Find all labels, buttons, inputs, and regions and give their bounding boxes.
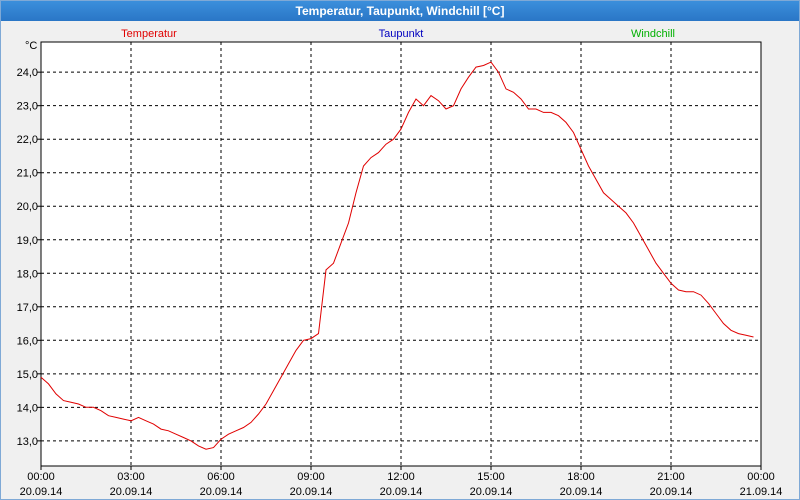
x-tick-date: 20.09.14 [380, 486, 423, 498]
legend-item: Windchill [631, 28, 675, 40]
y-tick-label: 14,0 [17, 402, 38, 414]
series-group [40, 61, 754, 450]
y-tick-label: 23,0 [17, 101, 38, 113]
x-tick-date: 20.09.14 [650, 486, 693, 498]
y-tick-label: 17,0 [17, 302, 38, 314]
legend: Temperatur Taupunkt Windchill [121, 28, 675, 40]
grid [41, 42, 761, 466]
y-tick-label: 21,0 [17, 168, 38, 180]
x-tick-time: 09:00 [297, 471, 325, 483]
x-tick-date: 21.09.14 [740, 486, 783, 498]
x-tick-time: 03:00 [117, 471, 145, 483]
x-tick-time: 21:00 [657, 471, 685, 483]
x-tick-date: 20.09.14 [560, 486, 603, 498]
y-tick-label: 15,0 [17, 369, 38, 381]
series-line-temperatur [40, 61, 754, 450]
x-tick-time: 06:00 [207, 471, 235, 483]
legend-item: Taupunkt [379, 28, 424, 40]
x-tick-date: 20.09.14 [470, 486, 513, 498]
y-tick-label: 18,0 [17, 268, 38, 280]
legend-item: Temperatur [121, 28, 177, 40]
y-tick-label: 20,0 [17, 201, 38, 213]
y-axis: 13,0 14,0 15,0 16,0 17,0 18,0 19,0 20,0 21,0 22,0… [17, 67, 41, 448]
x-tick-date: 20.09.14 [200, 486, 243, 498]
x-tick-time: 12:00 [387, 471, 415, 483]
window-title: Temperatur, Taupunkt, Windchill [°C] [1, 1, 799, 21]
y-tick-label: 13,0 [17, 436, 38, 448]
y-tick-label: 24,0 [17, 67, 38, 79]
x-tick-time: 00:00 [27, 471, 55, 483]
y-tick-label: 19,0 [17, 235, 38, 247]
x-tick-date: 20.09.14 [20, 486, 63, 498]
y-tick-label: 16,0 [17, 335, 38, 347]
x-tick-time: 18:00 [567, 471, 595, 483]
x-tick-date: 20.09.14 [290, 486, 333, 498]
x-axis: 00:00 20.09.14 03:00 20.09.14 06:00 20.09.14 0… [20, 466, 783, 498]
y-unit-label: °C [25, 40, 37, 52]
y-tick-label: 22,0 [17, 134, 38, 146]
x-tick-date: 20.09.14 [110, 486, 153, 498]
x-tick-time: 00:00 [747, 471, 775, 483]
x-tick-time: 15:00 [477, 471, 505, 483]
